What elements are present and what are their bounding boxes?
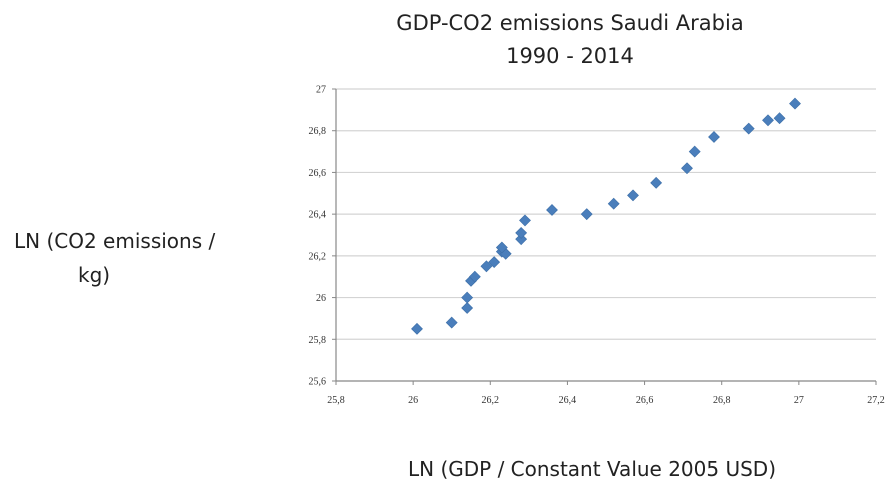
y-tick-label: 26,2: [309, 251, 327, 262]
data-points: [411, 97, 801, 335]
grid-lines: [336, 88, 876, 340]
data-point-marker: [650, 176, 663, 189]
data-point-marker: [488, 256, 501, 269]
y-tick-label: 25,6: [309, 377, 327, 388]
data-point-marker: [789, 97, 801, 110]
y-tick-label: 26: [316, 293, 326, 304]
x-tick-label: 26,2: [482, 395, 500, 406]
data-point-marker: [515, 226, 528, 239]
y-tick-label: 25,8: [309, 335, 327, 346]
data-point-marker: [762, 114, 774, 127]
data-point-marker: [519, 214, 531, 227]
x-tick-label: 27,2: [867, 395, 885, 406]
x-tick-label: 26,4: [559, 395, 577, 406]
data-point-marker: [607, 197, 620, 210]
data-point-marker: [681, 162, 693, 175]
y-tick-labels: 25,6 25,8 26 26,2 26,4 26,6 26,8 27: [309, 85, 327, 388]
y-tick-label: 26,6: [309, 168, 327, 179]
data-point-marker: [627, 189, 639, 202]
data-point-marker: [515, 233, 528, 246]
data-point-marker: [461, 291, 474, 304]
y-axis-label-line-2: kg): [78, 263, 110, 287]
data-point-marker: [445, 316, 458, 329]
data-point-marker: [495, 241, 508, 254]
data-point-marker: [773, 112, 786, 125]
x-tick-label: 26: [408, 395, 418, 406]
data-point-marker: [688, 145, 701, 158]
data-point-marker: [480, 260, 493, 273]
y-tick-label: 27: [316, 85, 326, 96]
x-tick-label: 26,6: [636, 395, 654, 406]
y-tick-label: 26,8: [309, 126, 327, 137]
x-tick-label: 27: [794, 395, 804, 406]
data-point-marker: [580, 208, 593, 221]
axes: [332, 88, 877, 385]
x-axis-label: LN (GDP / Constant Value 2005 USD): [408, 457, 776, 481]
data-point-marker: [461, 302, 474, 314]
y-tick-label: 26,4: [309, 210, 327, 221]
data-point-marker: [546, 204, 558, 216]
data-point-marker: [708, 131, 720, 143]
x-tick-label: 25,8: [327, 395, 345, 406]
y-axis-label-line-1: LN (CO2 emissions /: [14, 229, 215, 253]
data-point-marker: [742, 122, 755, 135]
x-tick-labels: 25,8 26 26,2 26,4 26,6 26,8 27 27,2: [327, 395, 885, 406]
data-point-marker: [468, 270, 481, 283]
x-tick-label: 26,8: [713, 395, 731, 406]
data-point-marker: [411, 322, 423, 335]
chart-subtitle: 1990 - 2014: [506, 44, 634, 68]
chart-title: GDP-CO2 emissions Saudi Arabia: [396, 11, 743, 35]
